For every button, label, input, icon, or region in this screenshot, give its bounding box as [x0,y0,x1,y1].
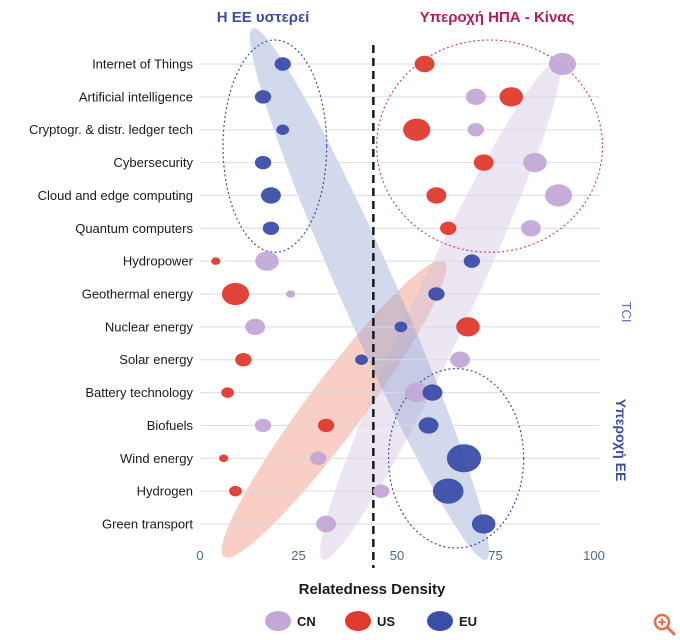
cn-trend-band [320,61,561,560]
point-us-cybersecurity [473,154,494,171]
point-cn-hydropower [255,251,279,271]
legend: CN US EU [265,611,477,631]
category-label: Cybersecurity [114,155,194,170]
point-us-artificial-intelligence [499,87,524,107]
point-us-cryptogr-distr-ledger-tech [403,118,431,141]
point-eu-geothermal-energy [428,287,445,301]
legend-marker-eu [427,611,453,631]
point-us-battery-technology [221,387,234,398]
point-cn-wind-energy [310,451,327,465]
point-cn-cryptogr-distr-ledger-tech [467,122,484,137]
point-cn-biofuels [254,418,272,433]
category-labels: Internet of Things Artificial intelligenc… [29,57,194,532]
x-tick-label: 25 [291,548,305,563]
point-eu-nuclear-energy [394,321,408,333]
point-us-cloud-and-edge-computing [426,187,447,204]
point-us-internet-of-things [414,55,435,73]
x-axis-title: Relatedness Density [299,581,446,598]
point-cn-hydrogen [373,484,390,498]
point-cn-artificial-intelligence [465,88,486,106]
legend-marker-cn [265,611,291,631]
x-tick-label: 100 [583,548,605,563]
point-eu-cloud-and-edge-computing [260,187,281,204]
point-us-biofuels [317,418,335,433]
category-label: Battery technology [85,385,193,400]
point-cn-green-transport [316,515,337,533]
category-label: Artificial intelligence [79,89,193,104]
point-eu-hydrogen [432,478,464,504]
point-us-geothermal-energy [221,282,250,306]
point-cn-quantum-computers [520,220,541,237]
category-label: Geothermal energy [82,286,194,301]
x-tick-label: 0 [196,548,203,563]
annotation-eu-lead: Υπεροχή ΕΕ [613,399,629,482]
point-us-hydropower [211,257,221,265]
highlight-ellipses [222,39,604,549]
category-label: Internet of Things [92,57,193,72]
category-label: Wind energy [120,451,193,466]
category-label: Hydrogen [137,484,193,499]
gridlines [200,63,600,525]
point-eu-solar-energy [355,354,368,365]
annotation-eu-lags: Η ΕΕ υστερεί [217,9,310,26]
point-cn-internet-of-things [548,52,577,76]
point-cn-cloud-and-edge-computing [544,184,573,207]
ellipse-eu-lead [387,367,525,549]
point-eu-internet-of-things [274,57,291,71]
category-label: Solar energy [119,352,193,367]
point-eu-hydropower [463,254,481,268]
point-eu-cryptogr-distr-ledger-tech [276,124,290,135]
x-tick-label: 75 [488,548,502,563]
point-us-wind-energy [219,454,229,463]
category-label: Quantum computers [75,221,193,236]
category-label: Cloud and edge computing [38,188,193,203]
zoom-in-icon[interactable] [652,612,676,636]
point-eu-battery-technology [422,384,443,401]
point-us-quantum-computers [440,221,457,236]
point-eu-green-transport [471,514,496,534]
legend-marker-us [345,611,371,631]
point-cn-cybersecurity [523,152,547,173]
category-label: Biofuels [147,418,194,433]
us-trend-band [221,260,447,558]
point-cn-geothermal-energy [286,290,296,298]
point-us-hydrogen [229,485,242,497]
ellipse-us-cn-lead [376,39,604,253]
point-eu-quantum-computers [262,221,280,236]
point-eu-artificial-intelligence [254,90,272,104]
point-cn-battery-technology [404,382,429,403]
legend-label-us: US [377,614,395,629]
legend-label-cn: CN [297,614,316,629]
ellipse-eu-lags [222,39,328,253]
point-us-nuclear-energy [456,317,480,337]
annotation-group-label: TCI [619,302,634,323]
category-label: Green transport [102,516,193,531]
x-tick-label: 50 [390,548,404,563]
point-cn-solar-energy [450,351,471,368]
x-axis-ticks: 0 25 50 75 100 [196,548,604,563]
legend-label-eu: EU [459,614,477,629]
point-eu-wind-energy [446,444,482,473]
category-label: Cryptogr. & distr. ledger tech [29,122,193,137]
data-points [211,52,577,534]
point-us-solar-energy [235,352,252,367]
category-label: Hydropower [123,254,194,269]
category-label: Nuclear energy [105,319,194,334]
annotation-us-cn-lead: Υπεροχή ΗΠΑ - Κίνας [420,9,575,26]
point-cn-nuclear-energy [245,318,266,336]
point-eu-cybersecurity [254,155,272,170]
point-eu-biofuels [418,417,439,434]
